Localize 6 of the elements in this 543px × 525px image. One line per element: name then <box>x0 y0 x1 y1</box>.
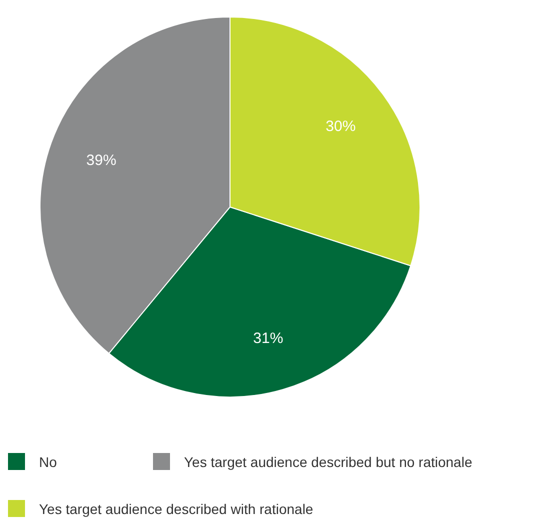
data-label: 31% <box>253 330 284 347</box>
legend-label: No <box>39 454 57 470</box>
legend-label: Yes target audience described but no rationale <box>184 454 472 470</box>
data-label: 30% <box>326 118 356 136</box>
data-label: 39% <box>86 152 116 170</box>
legend-label: Yes target audience described with rationale <box>39 500 314 516</box>
